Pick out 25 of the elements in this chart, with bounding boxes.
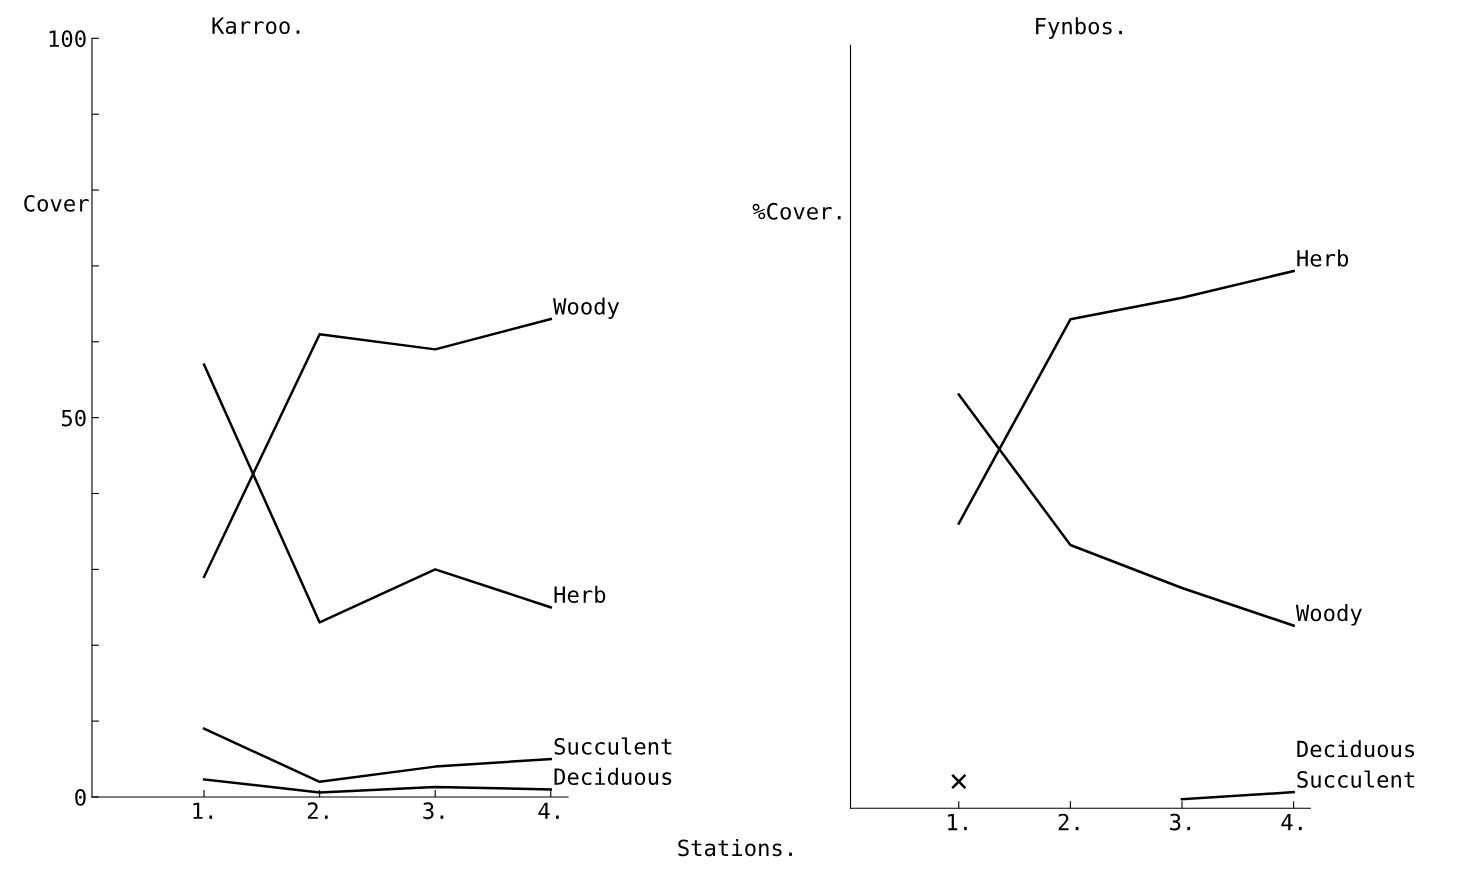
line-series bbox=[202, 727, 552, 784]
x-tick-label: 2. bbox=[1058, 813, 1079, 831]
y-tick-label: 0 bbox=[75, 788, 86, 806]
y-axis-title: Cover bbox=[24, 194, 89, 212]
series-label: Woody bbox=[553, 297, 620, 320]
chart-title: Karroo. bbox=[212, 17, 300, 35]
series-label: Succulent bbox=[1297, 770, 1415, 788]
x-tick-label: 1. bbox=[193, 802, 213, 819]
x-tick-label: 3. bbox=[1170, 813, 1191, 831]
text: Deciduous bbox=[1297, 740, 1415, 758]
chart-title: Fynbos. bbox=[1036, 17, 1122, 39]
series-label: Herb bbox=[1297, 249, 1349, 267]
x-axis-title: Stations. bbox=[678, 839, 792, 857]
x-tick-label: 2. bbox=[307, 802, 328, 819]
series-label: Deciduous bbox=[554, 767, 672, 786]
y-axis-title: %Cover. bbox=[752, 202, 841, 220]
series-label: Succulent bbox=[554, 737, 672, 755]
series-label: Woody bbox=[1295, 604, 1362, 626]
x-tick-label: 4. bbox=[1281, 813, 1302, 831]
series-label: Herb bbox=[554, 585, 606, 603]
y-tick-label: 50 bbox=[61, 409, 86, 427]
x-tick-label: 1. bbox=[948, 813, 967, 831]
y-tick-label: 100 bbox=[49, 30, 86, 48]
x-tick-label: 4. bbox=[538, 802, 559, 819]
x-tick-label: 3. bbox=[423, 802, 444, 820]
